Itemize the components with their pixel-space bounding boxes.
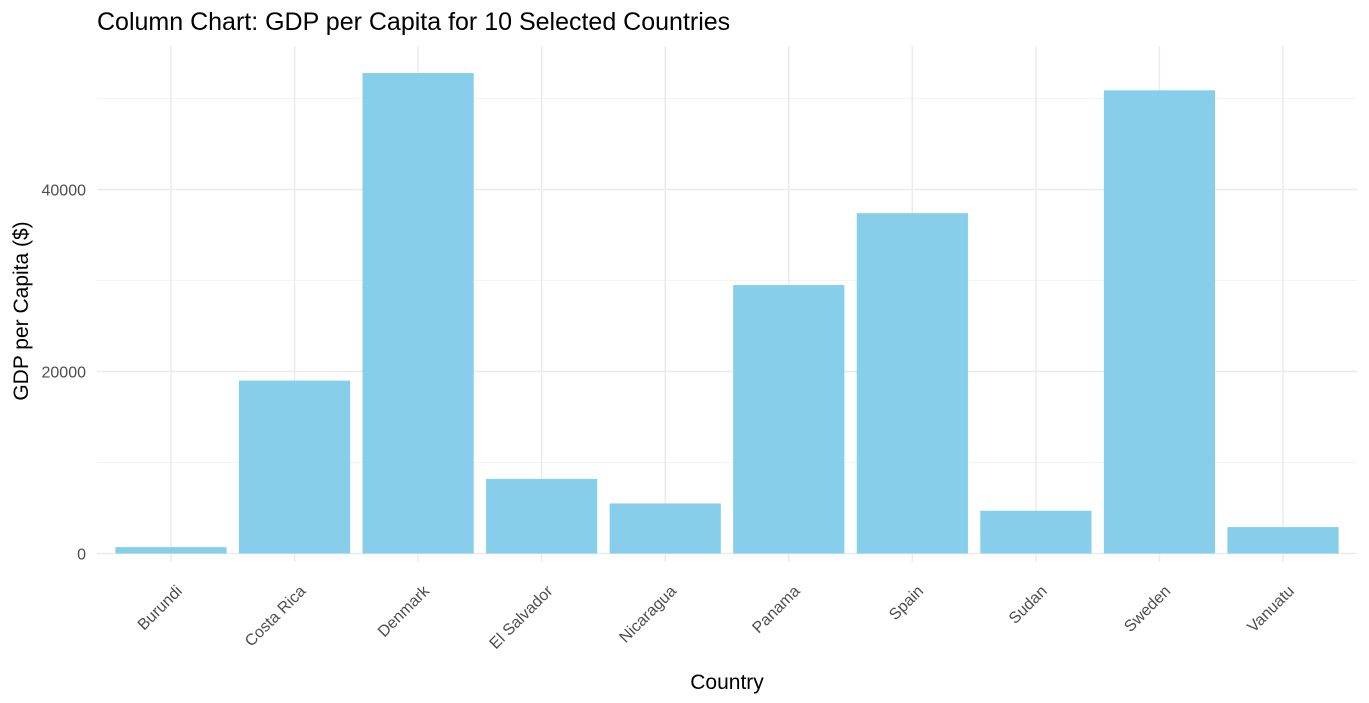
bar-panama xyxy=(733,285,845,554)
y-tick-label: 20000 xyxy=(42,365,87,382)
y-axis-title: GDP per Capita ($) xyxy=(10,221,33,400)
x-tick-label: Denmark xyxy=(375,582,434,641)
bar-el-salvador xyxy=(486,478,598,554)
x-tick-label: Burundi xyxy=(135,583,186,634)
bar-burundi xyxy=(115,547,227,554)
x-tick-label: Sudan xyxy=(1006,583,1051,628)
x-axis-title: Country xyxy=(690,671,764,694)
x-tick-label: Vanuatu xyxy=(1244,583,1297,636)
bar-spain xyxy=(856,213,968,554)
y-tick-label: 0 xyxy=(77,547,86,564)
x-tick-label: Panama xyxy=(749,583,803,637)
bar-sudan xyxy=(980,510,1092,554)
bar-nicaragua xyxy=(609,503,721,554)
x-tick-label: Costa Rica xyxy=(242,583,309,650)
x-tick-labels: Burundi Costa Rica Denmark El Salvador Nicar… xyxy=(135,582,1298,653)
chart-title: Column Chart: GDP per Capita for 10 Sele… xyxy=(97,8,731,36)
bar-vanuatu xyxy=(1227,527,1339,554)
x-tick-label: El Salvador xyxy=(487,582,557,652)
y-tick-labels: 0 20000 40000 xyxy=(42,183,87,564)
x-tick-label: Sweden xyxy=(1121,583,1174,636)
bar-costa-rica xyxy=(238,380,351,554)
bar-sweden xyxy=(1103,90,1216,554)
x-tick-label: Nicaragua xyxy=(616,583,680,647)
y-tick-label: 40000 xyxy=(42,183,87,200)
x-tick-label: Spain xyxy=(886,583,927,624)
bars xyxy=(115,73,1339,554)
bar-denmark xyxy=(362,73,474,554)
